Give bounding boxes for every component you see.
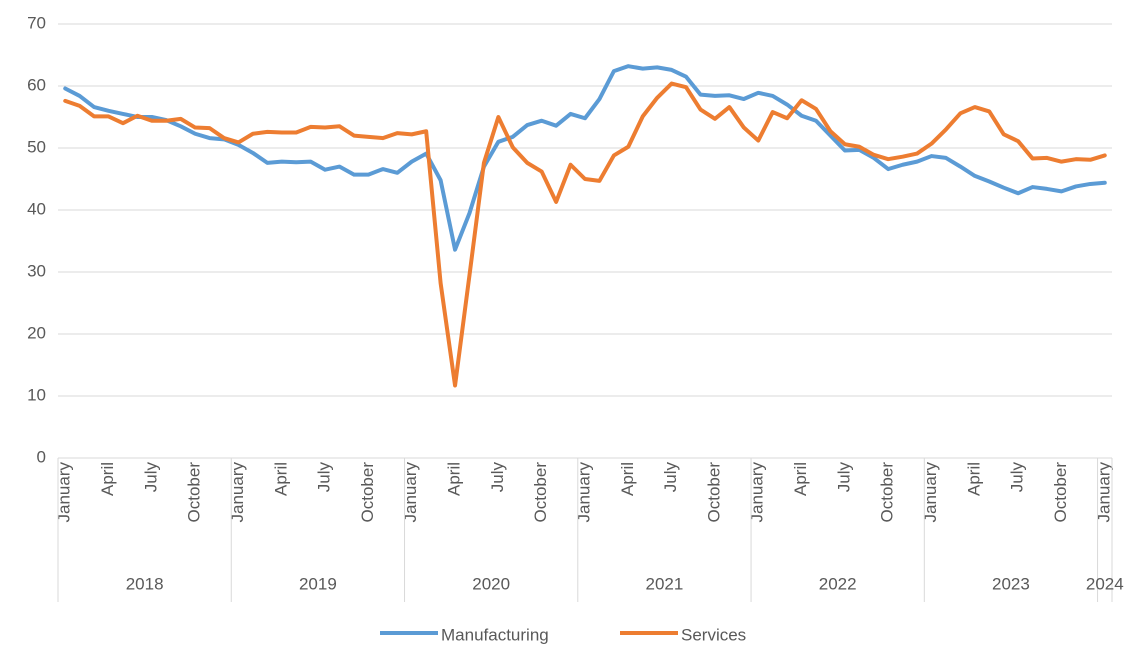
series-line — [63, 64, 1107, 252]
x-tick-label: October — [358, 462, 377, 523]
x-tick-label: January — [921, 462, 940, 523]
category-group-label: 2018 — [126, 574, 164, 593]
x-tick-label: January — [1094, 462, 1113, 523]
y-tick-label: 60 — [27, 75, 46, 94]
legend-label: Manufacturing — [441, 625, 549, 644]
x-tick-label: April — [271, 462, 290, 496]
x-tick-label: April — [98, 462, 117, 496]
x-tick-label: July — [1008, 462, 1027, 493]
x-tick-label: January — [574, 462, 593, 523]
category-group-label: 2024 — [1086, 574, 1124, 593]
x-tick-label: April — [445, 462, 464, 496]
x-tick-label: October — [531, 462, 550, 523]
category-group-label: 2022 — [819, 574, 857, 593]
x-tick-label: January — [55, 462, 74, 523]
x-tick-label: January — [748, 462, 767, 523]
x-tick-label: July — [661, 462, 680, 493]
category-group-label: 2023 — [992, 574, 1030, 593]
category-group-label: 2019 — [299, 574, 337, 593]
y-tick-label: 40 — [27, 199, 46, 218]
x-tick-label: April — [791, 462, 810, 496]
x-tick-label: July — [488, 462, 507, 493]
y-tick-label: 0 — [37, 447, 46, 466]
series-line — [63, 81, 1107, 388]
x-tick-label: July — [315, 462, 334, 493]
legend-label: Services — [681, 625, 746, 644]
x-tick-label: October — [704, 462, 723, 523]
x-tick-label: July — [834, 462, 853, 493]
x-tick-label: October — [185, 462, 204, 523]
x-tick-label: July — [141, 462, 160, 493]
y-tick-label: 20 — [27, 323, 46, 342]
x-tick-label: January — [401, 462, 420, 523]
y-tick-label: 10 — [27, 385, 46, 404]
y-tick-label: 50 — [27, 137, 46, 156]
category-group-label: 2020 — [472, 574, 510, 593]
x-tick-label: April — [964, 462, 983, 496]
y-tick-label: 30 — [27, 261, 46, 280]
x-tick-label: October — [878, 462, 897, 523]
x-tick-label: January — [228, 462, 247, 523]
category-group-label: 2021 — [645, 574, 683, 593]
y-tick-label: 70 — [27, 13, 46, 32]
x-tick-label: October — [1051, 462, 1070, 523]
x-tick-label: April — [618, 462, 637, 496]
